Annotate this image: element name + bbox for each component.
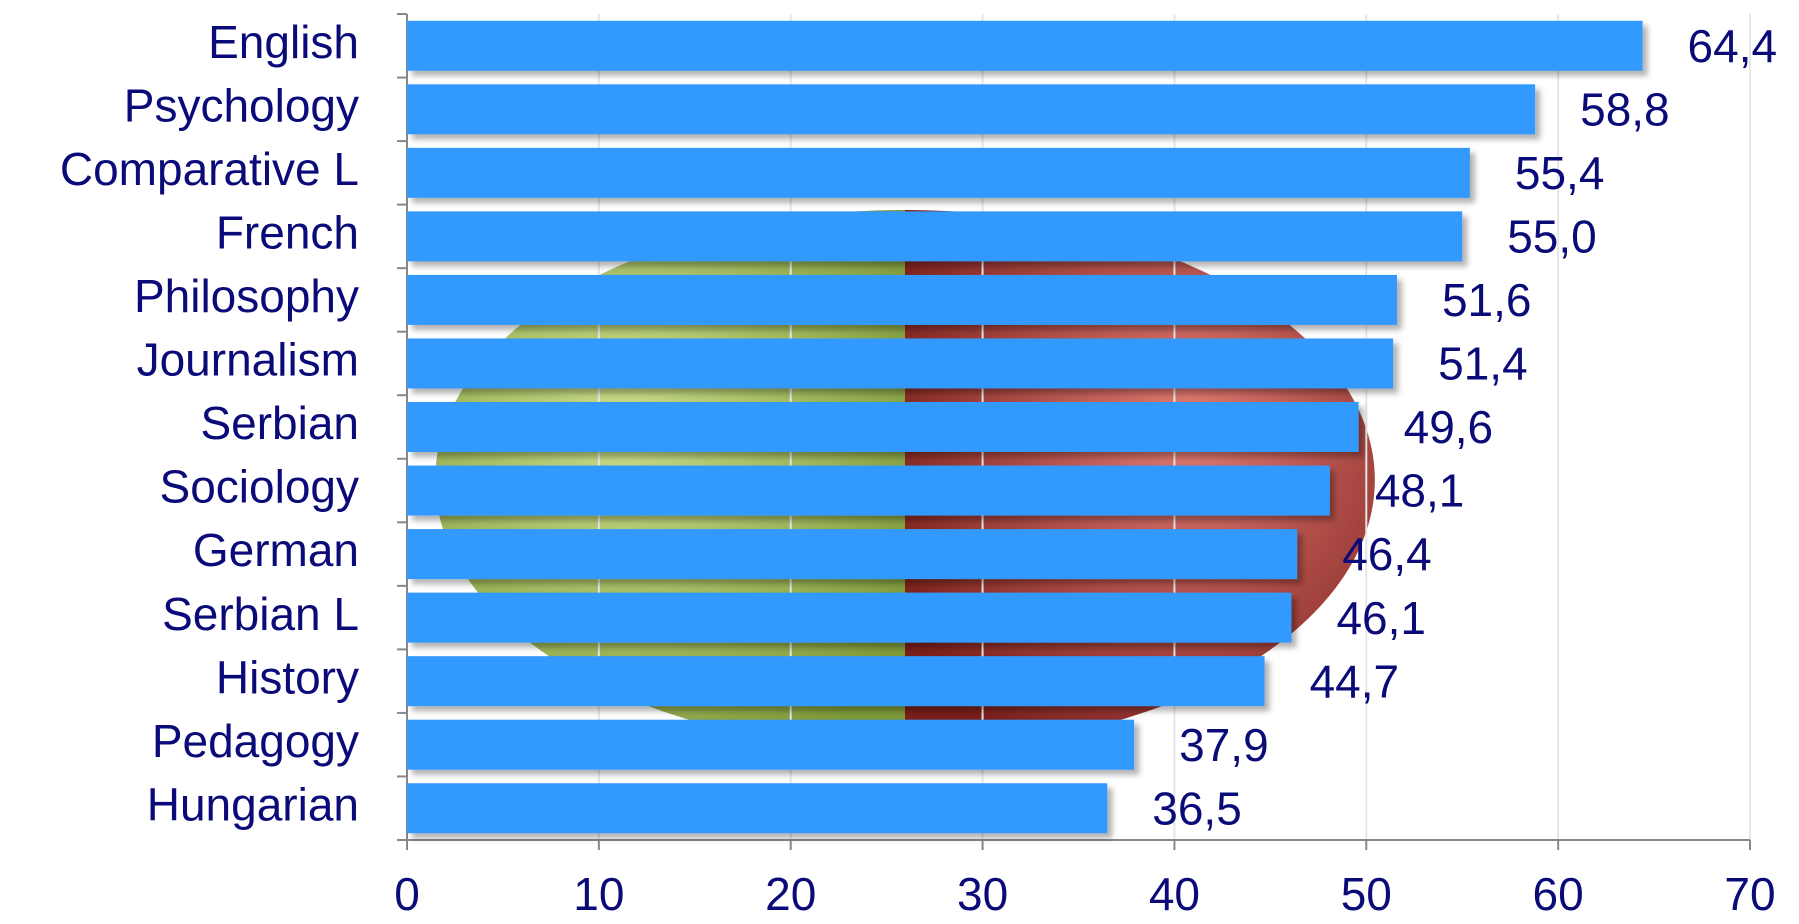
bar <box>407 338 1394 389</box>
y-tick-label: Comparative L <box>60 143 359 195</box>
x-tick-label: 10 <box>573 868 624 920</box>
bar <box>407 783 1108 834</box>
value-label: 37,9 <box>1179 719 1269 771</box>
y-tick-label: History <box>216 651 359 703</box>
x-tick-label: 60 <box>1533 868 1584 920</box>
y-tick-label: Philosophy <box>134 270 359 322</box>
value-label: 64,4 <box>1688 20 1778 72</box>
y-tick-label: Serbian L <box>162 588 359 640</box>
x-tick-label: 40 <box>1149 868 1200 920</box>
bar <box>407 147 1470 198</box>
value-label: 55,0 <box>1507 211 1597 263</box>
x-tick-label: 20 <box>765 868 816 920</box>
bar <box>407 20 1643 71</box>
value-label: 49,6 <box>1404 401 1494 453</box>
bar <box>407 274 1397 325</box>
bar <box>407 211 1463 262</box>
value-label: 48,1 <box>1375 465 1465 517</box>
y-tick-label: Sociology <box>160 461 359 513</box>
x-tick-label: 30 <box>957 868 1008 920</box>
x-tick-label: 70 <box>1724 868 1775 920</box>
bar <box>407 84 1536 135</box>
y-tick-label: Journalism <box>137 334 359 386</box>
value-label: 51,4 <box>1438 338 1528 390</box>
value-label: 46,1 <box>1336 592 1426 644</box>
y-tick-label: Pedagogy <box>152 715 359 767</box>
x-tick-label: 50 <box>1341 868 1392 920</box>
bar <box>407 656 1265 707</box>
value-label: 44,7 <box>1310 655 1400 707</box>
y-tick-label: Hungarian <box>147 778 359 830</box>
bar <box>407 592 1292 643</box>
bar <box>407 529 1298 580</box>
bar <box>407 719 1135 770</box>
y-tick-label: English <box>208 16 359 68</box>
bar <box>407 465 1330 516</box>
value-label: 46,4 <box>1342 528 1432 580</box>
value-label: 58,8 <box>1580 83 1670 135</box>
y-tick-label: French <box>216 207 359 259</box>
y-tick-label: German <box>193 524 359 576</box>
value-label: 55,4 <box>1515 147 1605 199</box>
y-tick-label: Serbian <box>200 397 359 449</box>
y-tick-label: Psychology <box>124 79 359 131</box>
value-label: 51,6 <box>1442 274 1532 326</box>
bar <box>407 402 1359 452</box>
value-label: 36,5 <box>1152 782 1242 834</box>
x-tick-label: 0 <box>394 868 420 920</box>
